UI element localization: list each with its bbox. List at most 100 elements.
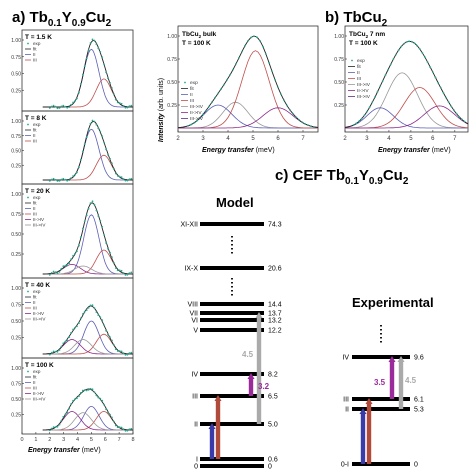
y-tick-label: 0.25	[167, 103, 177, 109]
exp-point	[426, 61, 429, 63]
x-tick-label: 6	[104, 437, 107, 443]
exp-point	[97, 47, 100, 50]
sample-title: TbCu2 7 nm	[349, 31, 385, 39]
y-axis-unit: (arb. units)	[158, 78, 165, 111]
exp-point	[70, 258, 72, 260]
exp-point	[72, 399, 74, 402]
exp-point	[68, 407, 71, 410]
legend-text: fit	[357, 64, 361, 70]
exp-point	[463, 120, 466, 123]
exp-point	[429, 66, 432, 69]
legend-text: II	[33, 206, 36, 211]
exp-point	[66, 339, 69, 342]
exp-point	[93, 120, 96, 123]
y-tick-label: 0.75	[11, 134, 21, 140]
arrow-shaft	[209, 428, 215, 459]
exp-point	[76, 171, 78, 174]
exp-point	[103, 63, 105, 66]
exp-point	[355, 122, 358, 125]
exp-point	[111, 339, 113, 342]
legend-text: exp	[33, 122, 41, 127]
exp-point	[79, 236, 82, 239]
exp-point	[74, 100, 76, 102]
exp-point	[70, 331, 72, 334]
exp-level-0-I	[352, 462, 410, 466]
exp-point	[122, 352, 125, 355]
exp-point	[114, 172, 117, 175]
exp-point	[126, 273, 129, 276]
model-arrow-label-gray: 4.5	[242, 350, 254, 359]
y-tick-label: 1.00	[11, 286, 21, 292]
exp-point	[78, 395, 80, 398]
exp-point	[85, 136, 88, 139]
x-tick-label: 8	[131, 437, 134, 443]
legend-text: III->IV	[33, 223, 46, 228]
exp-point	[432, 71, 434, 74]
exp-point	[271, 70, 273, 73]
component-curve	[178, 107, 319, 129]
exp-point	[54, 105, 57, 108]
component-curve	[42, 48, 133, 108]
exp-point	[81, 150, 84, 153]
exp-point	[124, 274, 127, 276]
exp-point	[128, 272, 131, 274]
exp-point	[118, 175, 121, 178]
temperature-label: T = 8 K	[25, 115, 47, 122]
legend-text: II	[357, 70, 360, 76]
exp-point	[122, 178, 125, 180]
exp-point	[418, 48, 421, 50]
exp-point	[124, 429, 127, 432]
exp-point	[76, 397, 78, 400]
exp-point	[89, 122, 92, 125]
exp-point	[60, 178, 63, 181]
exp-point	[87, 207, 90, 210]
model-level-I	[200, 457, 264, 461]
exp-point	[72, 328, 74, 331]
exp-point	[103, 234, 105, 236]
exp-point	[211, 101, 213, 104]
exp-point	[109, 251, 111, 254]
exp-point	[107, 333, 109, 336]
exp-point	[54, 426, 57, 428]
y-tick-label: 1.00	[11, 366, 21, 372]
exp-level-name: II	[345, 407, 349, 414]
x-axis-label: Energy transfer (meV)	[202, 147, 275, 154]
legend-text: II->IV	[33, 311, 45, 316]
exp-point	[93, 391, 96, 393]
exp-point	[366, 110, 368, 113]
exp-point	[253, 35, 255, 38]
legend-text: II->IV	[33, 391, 45, 396]
exp-point	[455, 112, 458, 115]
legend-text: III->IV	[190, 116, 204, 122]
legend-text: II	[33, 133, 36, 138]
exp-point	[78, 166, 80, 169]
exp-point	[232, 68, 234, 71]
exp-point	[95, 43, 98, 46]
panel-b-title: b) TbCu2	[325, 9, 388, 29]
exp-point	[50, 427, 53, 430]
exp-point	[56, 272, 59, 275]
exp-point	[68, 106, 71, 108]
x-tick-label: 2	[176, 136, 180, 142]
exp-point	[114, 98, 117, 101]
model-level-name: VIII	[187, 302, 198, 309]
model-level-XI-XII	[200, 222, 264, 226]
exp-point	[97, 127, 100, 130]
exp-point	[403, 42, 405, 45]
exp-point	[274, 78, 276, 81]
model-arrow-blue	[208, 423, 216, 459]
legend-marker	[351, 59, 353, 62]
exp-point	[99, 397, 102, 400]
model-level-value: 74.3	[268, 222, 282, 229]
y-tick-label: 0.75	[11, 55, 21, 61]
model-level-name: VII	[189, 311, 198, 318]
panel-c-title: c) CEF Tb0.1Y0.9Cu2	[275, 167, 409, 187]
legend-text: III->IV	[33, 317, 46, 322]
exp-point	[103, 141, 105, 144]
exp-point	[376, 91, 379, 93]
x-tick-label: 4	[226, 136, 230, 142]
exp-point	[103, 324, 105, 327]
exp-point	[91, 38, 94, 41]
legend-text: III	[33, 386, 37, 391]
